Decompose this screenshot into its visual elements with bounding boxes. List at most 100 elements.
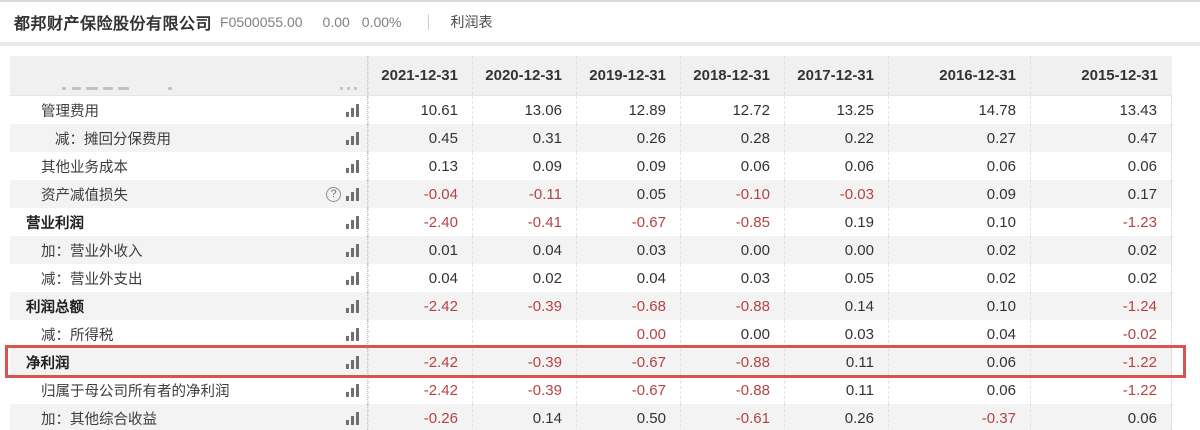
icon-box [346, 327, 359, 341]
value-cell: 0.04 [576, 264, 680, 292]
column-header: 2016-12-31 [888, 56, 1030, 95]
icon-box [346, 383, 359, 397]
bar-chart-icon[interactable] [346, 299, 359, 313]
value-cell: 0.02 [888, 264, 1030, 292]
value-cell: 13.06 [472, 96, 576, 124]
column-header: 2019-12-31 [576, 56, 680, 95]
icon-box [346, 131, 359, 145]
bar-chart-icon[interactable] [346, 355, 359, 369]
bar-chart-icon[interactable] [346, 159, 359, 173]
tab-income-statement[interactable]: 利润表 [450, 14, 493, 30]
table-row[interactable]: 管理费用 10.61 13.06 12.89 12.72 13.25 14.78 13.43 [10, 96, 1172, 124]
table-row[interactable]: 加：营业外收入 0.01 0.04 0.03 0.00 0.00 0.02 0.02 [10, 236, 1172, 264]
table-row[interactable]: 加：其他综合收益 -0.26 0.14 0.50 -0.61 0.26 -0.37 0.06 [10, 404, 1172, 430]
value-cell: 0.06 [680, 152, 784, 180]
value-cell: 0.47 [1030, 124, 1172, 152]
table-row[interactable]: 减：所得税 0.00 0.00 0.03 0.04 -0.02 [10, 320, 1172, 348]
row-label-cell: 加：营业外收入 [10, 236, 368, 264]
table-row[interactable]: 营业利润 -2.40 -0.41 -0.67 -0.85 0.19 0.10 -1.23 [10, 208, 1172, 236]
row-label-cell: 减：摊回分保费用 [10, 124, 368, 152]
value-cell: -0.67 [576, 348, 680, 376]
table-row[interactable]: 资产减值损失? -0.04 -0.11 0.05 -0.10 -0.03 0.09 0.17 [10, 180, 1172, 208]
row-label-cell: 减：所得税 [10, 320, 368, 348]
value-cell: 0.11 [784, 348, 888, 376]
value-cell: -0.88 [680, 348, 784, 376]
row-label-cell: 加：其他综合收益 [10, 404, 368, 430]
value-cell: 0.09 [472, 152, 576, 180]
value-cell: 13.43 [1030, 96, 1172, 124]
table-row[interactable]: 减：营业外支出 0.04 0.02 0.04 0.03 0.05 0.02 0.02 [10, 264, 1172, 292]
value-cell: 0.22 [784, 124, 888, 152]
value-cell: 0.45 [368, 124, 472, 152]
table-row[interactable]: 归属于母公司所有者的净利润 -2.42 -0.39 -0.67 -0.88 0.11 0.0… [10, 376, 1172, 404]
bar-chart-icon[interactable] [346, 383, 359, 397]
table-row[interactable]: 净利润 -2.42 -0.39 -0.67 -0.88 0.11 0.06 -1.22 [5, 345, 1186, 378]
bar-chart-icon[interactable] [346, 103, 359, 117]
value-cell: 0.14 [472, 404, 576, 430]
value-cell: 12.72 [680, 96, 784, 124]
value-cell: 10.61 [368, 96, 472, 124]
value-cell: 0.00 [680, 236, 784, 264]
stock-code: F0500055.00 [220, 14, 303, 30]
column-header: 2018-12-31 [680, 56, 784, 95]
bar-chart-icon[interactable] [346, 131, 359, 145]
help-icon[interactable]: ? [326, 186, 341, 202]
value-cell: 0.04 [368, 264, 472, 292]
icon-box [346, 215, 359, 229]
value-cell: 0.01 [368, 236, 472, 264]
value-cell: -1.22 [1030, 348, 1172, 376]
value-cell: -0.10 [680, 180, 784, 208]
icon-box [346, 355, 359, 369]
icon-box [346, 271, 359, 285]
value-cell: 0.00 [576, 320, 680, 348]
table-row[interactable]: 其他业务成本 0.13 0.09 0.09 0.06 0.06 0.06 0.06 [10, 152, 1172, 180]
value-cell: -0.85 [680, 208, 784, 236]
row-label-cell: 减：营业外支出 [10, 264, 368, 292]
divider [427, 14, 429, 30]
row-label: 资产减值损失 [41, 187, 128, 204]
value-cell: 0.14 [784, 292, 888, 320]
row-label-cell: 资产减值损失? [10, 180, 368, 208]
value-cell: -2.40 [368, 208, 472, 236]
income-statement-table: 2021-12-31 2020-12-31 2019-12-31 2018-12-31… [5, 56, 1186, 430]
row-label-cell: 归属于母公司所有者的净利润 [10, 376, 368, 404]
bar-chart-icon[interactable] [346, 187, 359, 201]
value-cell: 0.03 [784, 320, 888, 348]
value-cell: 0.26 [784, 404, 888, 430]
value-cell: 0.02 [888, 236, 1030, 264]
table-row[interactable]: 利润总额 -2.42 -0.39 -0.68 -0.88 0.14 0.10 -1.24 [10, 292, 1172, 320]
row-label: 加：营业外收入 [41, 243, 143, 260]
row-label-cell: 其他业务成本 [10, 152, 368, 180]
bar-chart-icon[interactable] [346, 411, 359, 425]
value-cell: -0.03 [784, 180, 888, 208]
row-label: 管理费用 [41, 103, 99, 120]
icon-box [346, 243, 359, 257]
value-cell: 0.26 [576, 124, 680, 152]
value-cell: -0.02 [1030, 320, 1172, 348]
row-label: 其他业务成本 [41, 159, 128, 176]
row-label: 归属于母公司所有者的净利润 [41, 383, 230, 400]
row-label: 加：其他综合收益 [41, 411, 157, 428]
row-label: 减：所得税 [41, 327, 114, 344]
table-row[interactable]: 减：摊回分保费用 0.45 0.31 0.26 0.28 0.22 0.27 0.47 [10, 124, 1172, 152]
value-cell: -0.04 [368, 180, 472, 208]
bar-chart-icon[interactable] [346, 327, 359, 341]
column-header: 2021-12-31 [368, 56, 472, 95]
value-cell: 0.05 [576, 180, 680, 208]
value-cell: -0.61 [680, 404, 784, 430]
value-cell: 0.28 [680, 124, 784, 152]
value-cell: -0.67 [576, 208, 680, 236]
bar-chart-icon[interactable] [346, 215, 359, 229]
value-cell: 0.06 [888, 376, 1030, 404]
table-header-row: 2021-12-31 2020-12-31 2019-12-31 2018-12-31… [10, 56, 1172, 96]
bar-chart-icon[interactable] [346, 243, 359, 257]
value-cell: -0.39 [472, 292, 576, 320]
row-label: 营业利润 [26, 215, 84, 232]
value-cell: 12.89 [576, 96, 680, 124]
row-label-cell: 利润总额 [10, 292, 368, 320]
bar-chart-icon[interactable] [346, 271, 359, 285]
row-label-cell: 管理费用 [10, 96, 368, 124]
value-cell [368, 320, 472, 348]
value-cell: 0.06 [1030, 152, 1172, 180]
icon-box [346, 159, 359, 173]
